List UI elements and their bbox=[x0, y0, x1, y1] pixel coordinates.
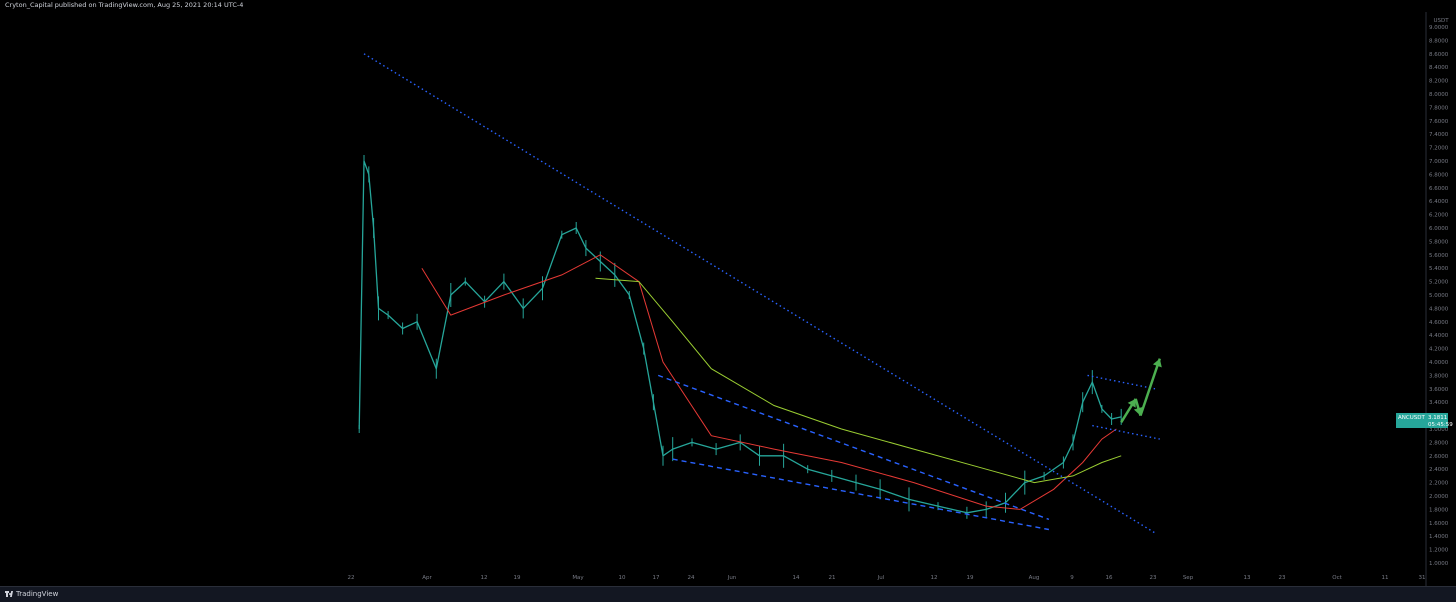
price-badge: ANCUSDT 3.1811 05:45:59 bbox=[1396, 413, 1453, 428]
price-tick-label: 7.2000 bbox=[1429, 146, 1449, 152]
published-info: Cryton_Capital published on TradingView.… bbox=[5, 1, 244, 9]
price-tick-label: 1.6000 bbox=[1429, 521, 1449, 527]
price-tick-label: 2.0000 bbox=[1429, 494, 1449, 500]
moving-averages bbox=[421, 254, 1122, 510]
time-tick-label: 11 bbox=[1382, 575, 1389, 581]
price-tick-label: 2.2000 bbox=[1429, 481, 1449, 487]
price-tick-label: 5.6000 bbox=[1429, 253, 1449, 259]
price-tick-label: 6.0000 bbox=[1429, 226, 1449, 232]
time-tick-label: 23 bbox=[1150, 575, 1157, 581]
bottom-bar: TradingView bbox=[0, 586, 1456, 602]
price-tick-label: 5.8000 bbox=[1429, 239, 1449, 245]
price-badge-bg bbox=[1396, 413, 1448, 428]
time-tick-label: Aug bbox=[1029, 575, 1040, 581]
price-tick-label: 8.4000 bbox=[1429, 65, 1449, 71]
price-tick-label: 1.4000 bbox=[1429, 534, 1449, 540]
moving-average-slow bbox=[595, 277, 1122, 484]
trendline bbox=[672, 458, 1050, 531]
time-tick-label: Oct bbox=[1332, 575, 1342, 581]
price-tick-label: 6.2000 bbox=[1429, 213, 1449, 219]
time-tick-label: 10 bbox=[619, 575, 626, 581]
time-tick-label: 17 bbox=[653, 575, 660, 581]
price-tick-label: 6.6000 bbox=[1429, 186, 1449, 192]
price-tick-label: 7.0000 bbox=[1429, 159, 1449, 165]
price-tick-label: 8.8000 bbox=[1429, 38, 1449, 44]
time-tick-label: 12 bbox=[481, 575, 488, 581]
price-tick-label: 8.6000 bbox=[1429, 52, 1449, 58]
time-tick-label: Jul bbox=[877, 575, 885, 581]
price-tick-label: 4.0000 bbox=[1429, 360, 1449, 366]
price-tick-label: 2.6000 bbox=[1429, 454, 1449, 460]
price-tick-label: 1.8000 bbox=[1429, 507, 1449, 513]
time-tick-label: Jun bbox=[727, 575, 737, 581]
price-tick-label: 3.4000 bbox=[1429, 400, 1449, 406]
time-tick-label: 14 bbox=[793, 575, 800, 581]
price-tick-label: 9.0000 bbox=[1429, 25, 1449, 31]
price-tick-label: 5.2000 bbox=[1429, 280, 1449, 286]
price-tick-label: 3.6000 bbox=[1429, 387, 1449, 393]
arrow-shaft bbox=[1139, 358, 1161, 417]
chart-plot-area[interactable] bbox=[0, 12, 1426, 586]
trendline bbox=[657, 374, 1050, 521]
projection-arrows bbox=[1120, 358, 1162, 423]
time-tick-label: 23 bbox=[1279, 575, 1286, 581]
price-tick-label: 7.8000 bbox=[1429, 105, 1449, 111]
price-badge-countdown: 05:45:59 bbox=[1428, 422, 1453, 428]
top-bar: Cryton_Capital published on TradingView.… bbox=[0, 0, 1456, 12]
time-tick-label: 24 bbox=[688, 575, 695, 581]
time-tick-label: 19 bbox=[514, 575, 521, 581]
price-badge-symbol: ANCUSDT bbox=[1398, 415, 1425, 421]
moving-average-fast bbox=[421, 254, 1117, 510]
time-tick-label: 21 bbox=[829, 575, 836, 581]
price-tick-label: 1.0000 bbox=[1429, 561, 1449, 567]
time-tick-label: Sep bbox=[1183, 575, 1194, 581]
price-tick-label: 4.4000 bbox=[1429, 333, 1449, 339]
price-axis[interactable]: 9.0000 8.8000 8.6000 8.4000 8.2000 8.0000 7.80… bbox=[1429, 25, 1449, 567]
price-tick-label: 2.4000 bbox=[1429, 467, 1449, 473]
time-tick-label: 19 bbox=[967, 575, 974, 581]
arrow-head bbox=[1152, 358, 1162, 368]
price-tick-label: 5.0000 bbox=[1429, 293, 1449, 299]
price-tick-label: 6.4000 bbox=[1429, 199, 1449, 205]
tradingview-brand[interactable]: TradingView bbox=[5, 590, 58, 598]
time-tick-label: 13 bbox=[1244, 575, 1251, 581]
price-tick-label: 1.2000 bbox=[1429, 548, 1449, 554]
price-tick-label: 8.0000 bbox=[1429, 92, 1449, 98]
price-tick-label: 3.8000 bbox=[1429, 373, 1449, 379]
price-line bbox=[358, 160, 1122, 514]
time-tick-label: May bbox=[572, 575, 584, 581]
price-tick-label: 2.8000 bbox=[1429, 440, 1449, 446]
trendline bbox=[363, 53, 1156, 534]
time-tick-label: Apr bbox=[422, 575, 432, 581]
price-tick-label: 7.6000 bbox=[1429, 119, 1449, 125]
arrow-head bbox=[1127, 398, 1136, 408]
price-tick-label: 3.0000 bbox=[1429, 427, 1449, 433]
price-tick-label: 5.4000 bbox=[1429, 266, 1449, 272]
time-tick-label: 16 bbox=[1106, 575, 1113, 581]
price-tick-label: 4.6000 bbox=[1429, 320, 1449, 326]
tradingview-logo-icon bbox=[5, 591, 13, 597]
price-tick-label: 4.2000 bbox=[1429, 347, 1449, 353]
time-axis[interactable]: 22 Apr 12 19 May 10 17 24 Jun 14 21 Jul 12 19 Aug 9 16 23… bbox=[348, 575, 1426, 581]
price-tick-label: 8.2000 bbox=[1429, 79, 1449, 85]
time-tick-label: 9 bbox=[1070, 575, 1074, 581]
price-badge-price: 3.1811 bbox=[1428, 415, 1447, 421]
price-tick-label: 7.4000 bbox=[1429, 132, 1449, 138]
time-tick-label: 22 bbox=[348, 575, 355, 581]
time-tick-label: 31 bbox=[1419, 575, 1426, 581]
price-candles bbox=[358, 155, 1122, 519]
trendlines bbox=[363, 53, 1160, 534]
tradingview-brand-label: TradingView bbox=[16, 590, 59, 598]
time-tick-label: 12 bbox=[931, 575, 938, 581]
price-tick-label: 6.8000 bbox=[1429, 172, 1449, 178]
price-chart[interactable]: 9.0000 8.8000 8.6000 8.4000 8.2000 8.0000 7.80… bbox=[0, 12, 1456, 586]
price-axis-unit: USDT bbox=[1433, 18, 1449, 24]
price-tick-label: 4.8000 bbox=[1429, 306, 1449, 312]
